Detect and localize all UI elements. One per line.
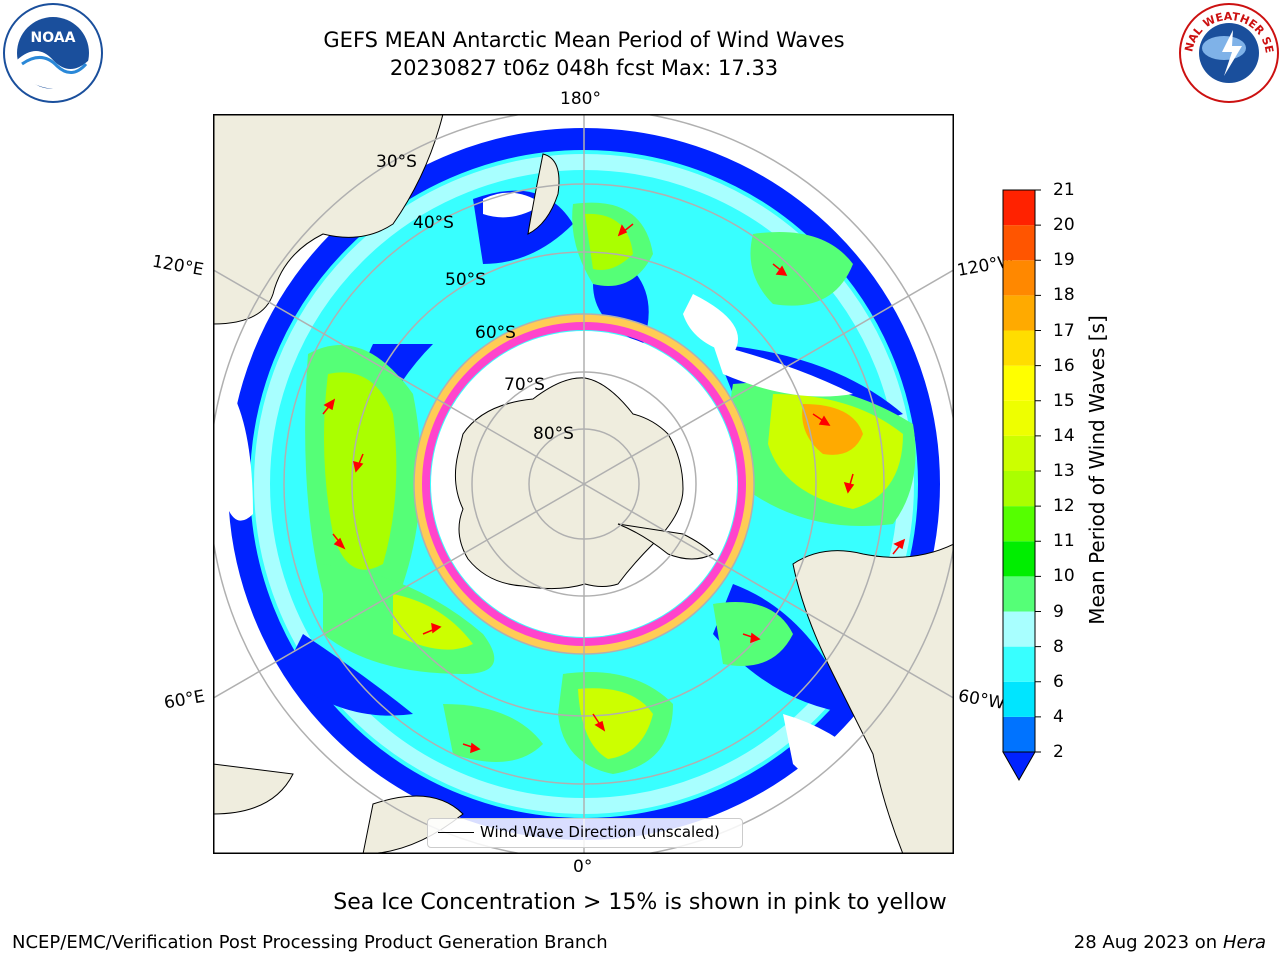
graticule — [213, 114, 954, 854]
lon-label-180: 180° — [560, 89, 601, 109]
colorbar-segment — [1003, 260, 1035, 296]
credit-left: NCEP/EMC/Verification Post Processing Pr… — [12, 932, 608, 953]
legend-label: Wind Wave Direction (unscaled) — [480, 823, 720, 841]
credit-host: Hera — [1222, 932, 1266, 953]
colorbar-segment — [1003, 646, 1035, 682]
svg-text:NOAA: NOAA — [31, 30, 76, 46]
africa-land — [213, 763, 294, 815]
lat-label-50s: 50°S — [445, 270, 486, 290]
colorbar-segment — [1003, 400, 1035, 436]
colorbar-label: Mean Period of Wind Waves [s] — [1085, 315, 1109, 625]
new-zealand-land — [527, 153, 560, 235]
credit-right: 28 Aug 2023 on Hera — [1074, 932, 1266, 953]
colorbar-extend-triangle — [1002, 751, 1036, 782]
colorbar-tick-label: 18 — [1053, 285, 1075, 306]
lon-label-0: 0° — [573, 857, 593, 877]
nws-logo: NATIONAL WEATHER SERVICE — [1178, 2, 1279, 103]
colorbar-segment — [1003, 435, 1035, 471]
colorbar-segment — [1003, 576, 1035, 612]
colorbar-tick-label: 11 — [1053, 531, 1075, 552]
colorbar-segment — [1003, 681, 1035, 717]
colorbar-segment — [1003, 471, 1035, 507]
legend-line-icon — [438, 832, 474, 833]
colorbar-tick-label: 19 — [1053, 250, 1075, 271]
colorbar-tick-label: 13 — [1053, 461, 1075, 481]
credit-date: 28 Aug 2023 on — [1073, 932, 1218, 953]
colorbar-segment — [1003, 365, 1035, 401]
madagascar-land — [362, 795, 464, 854]
colorbar-tick-label: 12 — [1053, 496, 1075, 517]
colorbar-tick-label: 16 — [1053, 355, 1075, 376]
colorbar-tick-label: 8 — [1053, 636, 1064, 657]
colorbar-segment — [1003, 506, 1035, 542]
colorbar-tick-label: 20 — [1053, 215, 1075, 236]
colorbar-tick-label: 6 — [1053, 671, 1064, 692]
colorbar-segment — [1003, 190, 1035, 226]
colorbar-tick-label: 4 — [1053, 706, 1064, 727]
lon-label-60e: 60°E — [162, 686, 207, 714]
lat-label-30s: 30°S — [376, 152, 417, 172]
colorbar-tick-label: 2 — [1053, 742, 1064, 762]
wave-period-field — [223, 128, 940, 840]
lat-label-80s: 80°S — [533, 424, 574, 444]
polar-map — [213, 114, 954, 854]
colorbar-tick-label: 14 — [1053, 425, 1075, 446]
wind-wave-arrows — [322, 223, 906, 754]
colorbar-segment — [1003, 541, 1035, 577]
colorbar-segment — [1003, 716, 1035, 752]
lon-label-120e: 120°E — [150, 251, 206, 281]
colorbar-segment — [1003, 295, 1035, 331]
colorbar-tick-label: 15 — [1053, 390, 1075, 411]
map-subtitle: 20230827 t06z 048h fcst Max: 17.33 — [389, 56, 779, 80]
colorbar-tick-label: 17 — [1053, 320, 1075, 341]
lat-label-40s: 40°S — [413, 213, 454, 233]
colorbar-tick-label: 21 — [1053, 180, 1075, 200]
colorbar-segment — [1003, 225, 1035, 261]
colorbar — [1002, 189, 1041, 782]
colorbar-tick-label: 10 — [1053, 566, 1075, 587]
colorbar-segment — [1003, 611, 1035, 647]
sea-ice-note: Sea Ice Concentration > 15% is shown in … — [333, 890, 947, 915]
south-america-land — [792, 543, 954, 854]
lat-label-70s: 70°S — [504, 375, 545, 395]
colorbar-segment — [1003, 330, 1035, 366]
map-title: GEFS MEAN Antarctic Mean Period of Wind … — [323, 28, 845, 52]
noaa-logo: NOAA — [3, 3, 103, 103]
lat-label-60s: 60°S — [475, 323, 516, 343]
colorbar-tick-label: 9 — [1053, 601, 1064, 622]
map-legend: Wind Wave Direction (unscaled) — [427, 818, 743, 848]
